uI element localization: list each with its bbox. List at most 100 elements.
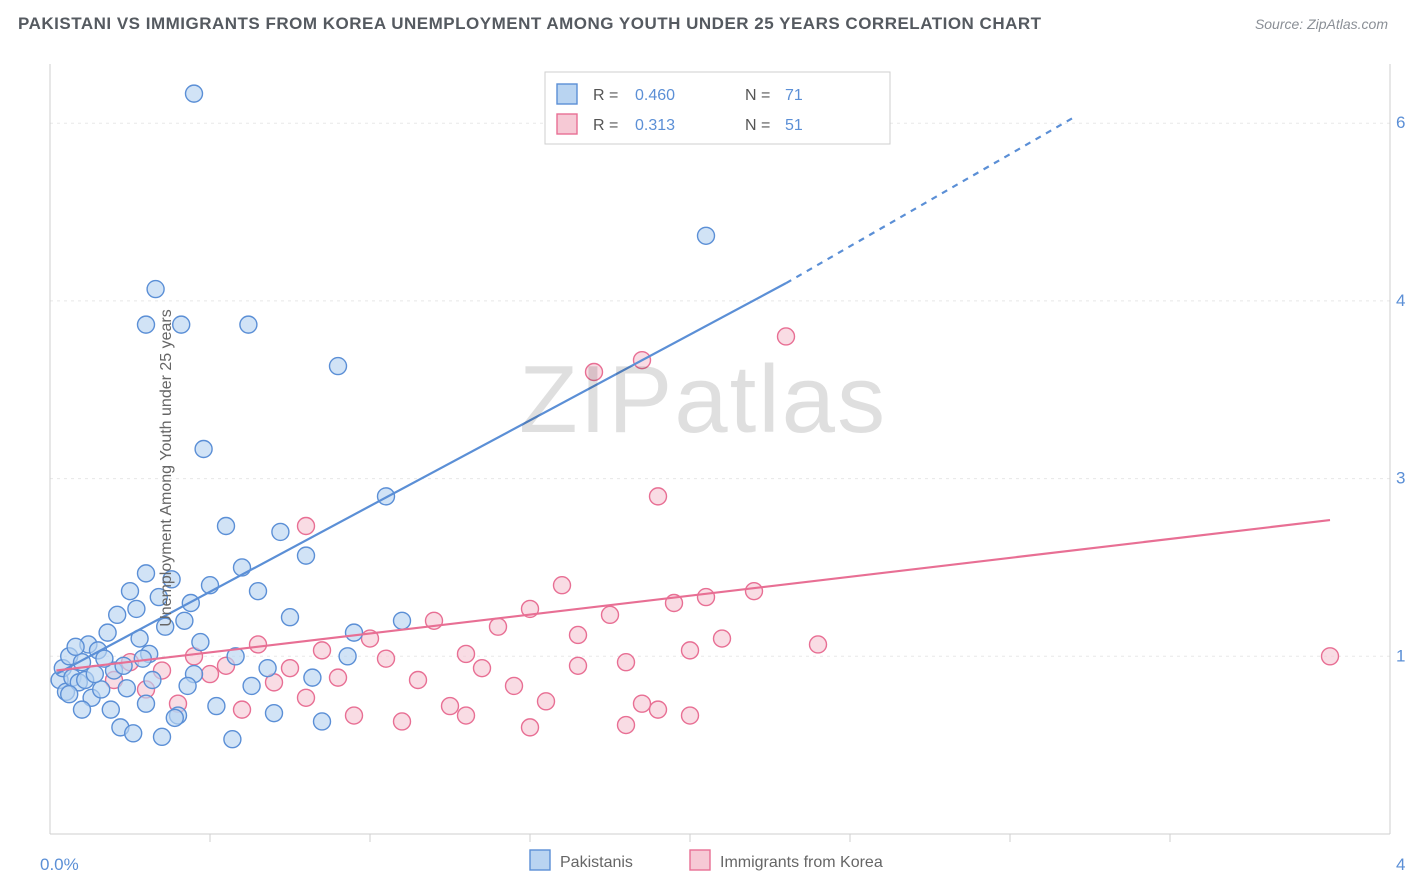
data-point [138,316,155,333]
data-point [490,618,507,635]
data-point [243,677,260,694]
data-point [778,328,795,345]
data-point [1322,648,1339,665]
data-point [554,577,571,594]
data-point [474,660,491,677]
data-point [618,654,635,671]
chart-header: PAKISTANI VS IMMIGRANTS FROM KOREA UNEMP… [0,0,1406,44]
data-point [330,669,347,686]
data-point [67,638,84,655]
legend-swatch-icon [557,114,577,134]
data-point [154,728,171,745]
data-point [138,695,155,712]
data-point [259,660,276,677]
data-point [224,731,241,748]
data-point [570,626,587,643]
data-point [115,657,132,674]
data-point [202,666,219,683]
data-point [746,583,763,600]
data-point [99,624,116,641]
data-point [186,85,203,102]
legend-n-value: 51 [785,117,803,134]
data-point [192,634,209,651]
data-point [634,695,651,712]
data-point [602,606,619,623]
data-point [378,650,395,667]
data-point [298,547,315,564]
y-tick-label: 60.0% [1396,113,1406,132]
legend-swatch-icon [557,84,577,104]
data-point [682,642,699,659]
data-point [346,707,363,724]
y-tick-label: 15.0% [1396,646,1406,665]
data-point [118,680,135,697]
data-point [458,645,475,662]
data-point [86,666,103,683]
data-point [240,316,257,333]
chart-title: PAKISTANI VS IMMIGRANTS FROM KOREA UNEMP… [18,14,1042,34]
data-point [195,441,212,458]
data-point [144,672,161,689]
data-point [698,227,715,244]
y-tick-label: 45.0% [1396,291,1406,310]
data-point [314,713,331,730]
data-point [314,642,331,659]
chart-area: Unemployment Among Youth under 25 years … [0,44,1406,892]
data-point [522,719,539,736]
legend-r-label: R = [593,117,618,134]
legend-swatch-icon [530,850,550,870]
legend-n-value: 71 [785,87,803,104]
data-point [272,523,289,540]
data-point [394,713,411,730]
data-point [125,725,142,742]
data-point [339,648,356,665]
data-point [282,660,299,677]
data-point [74,701,91,718]
x-tick-label-min: 0.0% [40,855,79,874]
data-point [166,709,183,726]
data-point [102,701,119,718]
data-point [109,606,126,623]
data-point [282,609,299,626]
legend-swatch-icon [690,850,710,870]
data-point [250,636,267,653]
data-point [93,681,110,698]
data-point [218,518,235,535]
legend-r-value: 0.313 [635,117,675,134]
data-point [147,281,164,298]
data-point [330,358,347,375]
data-point [179,677,196,694]
y-axis-label: Unemployment Among Youth under 25 years [158,309,176,627]
data-point [682,707,699,724]
data-point [714,630,731,647]
data-point [570,657,587,674]
legend-series-label: Immigrants from Korea [720,854,883,871]
data-point [506,677,523,694]
data-point [346,624,363,641]
chart-source: Source: ZipAtlas.com [1255,16,1388,32]
data-point [208,698,225,715]
data-point [538,693,555,710]
scatter-chart: 15.0%30.0%45.0%60.0%0.0%40.0%R =0.460N =… [0,44,1406,892]
data-point [410,672,427,689]
legend-n-label: N = [745,117,770,134]
data-point [442,698,459,715]
data-point [250,583,267,600]
data-point [128,600,145,617]
data-point [266,705,283,722]
y-tick-label: 30.0% [1396,469,1406,488]
x-tick-label-max: 40.0% [1396,855,1406,874]
data-point [586,364,603,381]
legend-r-label: R = [593,87,618,104]
data-point [122,583,139,600]
data-point [298,518,315,535]
data-point [234,701,251,718]
data-point [650,488,667,505]
data-point [61,686,78,703]
legend-n-label: N = [745,87,770,104]
data-point [298,689,315,706]
data-point [176,612,193,629]
data-point [810,636,827,653]
data-point [138,565,155,582]
legend-series-label: Pakistanis [560,854,633,871]
